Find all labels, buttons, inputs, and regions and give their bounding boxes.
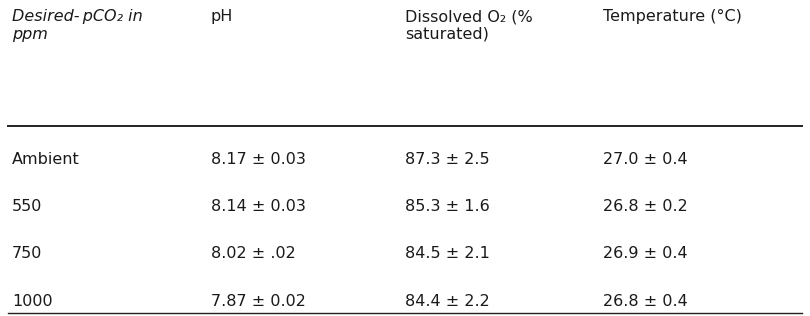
Text: 26.8 ± 0.4: 26.8 ± 0.4 bbox=[603, 294, 688, 309]
Text: 8.17 ± 0.03: 8.17 ± 0.03 bbox=[211, 152, 305, 167]
Text: 26.8 ± 0.2: 26.8 ± 0.2 bbox=[603, 199, 688, 214]
Text: 27.0 ± 0.4: 27.0 ± 0.4 bbox=[603, 152, 688, 167]
Text: Desired- pCO₂ in
ppm: Desired- pCO₂ in ppm bbox=[12, 9, 143, 42]
Text: 550: 550 bbox=[12, 199, 42, 214]
Text: 7.87 ± 0.02: 7.87 ± 0.02 bbox=[211, 294, 305, 309]
Text: pH: pH bbox=[211, 9, 233, 24]
Text: Ambient: Ambient bbox=[12, 152, 80, 167]
Text: 84.5 ± 2.1: 84.5 ± 2.1 bbox=[405, 246, 490, 261]
Text: 26.9 ± 0.4: 26.9 ± 0.4 bbox=[603, 246, 688, 261]
Text: 1000: 1000 bbox=[12, 294, 53, 309]
Text: 84.4 ± 2.2: 84.4 ± 2.2 bbox=[405, 294, 490, 309]
Text: 87.3 ± 2.5: 87.3 ± 2.5 bbox=[405, 152, 489, 167]
Text: Temperature (°C): Temperature (°C) bbox=[603, 9, 742, 25]
Text: 750: 750 bbox=[12, 246, 42, 261]
Text: 8.02 ± .02: 8.02 ± .02 bbox=[211, 246, 296, 261]
Text: 8.14 ± 0.03: 8.14 ± 0.03 bbox=[211, 199, 305, 214]
Text: Dissolved O₂ (%
saturated): Dissolved O₂ (% saturated) bbox=[405, 9, 533, 42]
Text: 85.3 ± 1.6: 85.3 ± 1.6 bbox=[405, 199, 490, 214]
